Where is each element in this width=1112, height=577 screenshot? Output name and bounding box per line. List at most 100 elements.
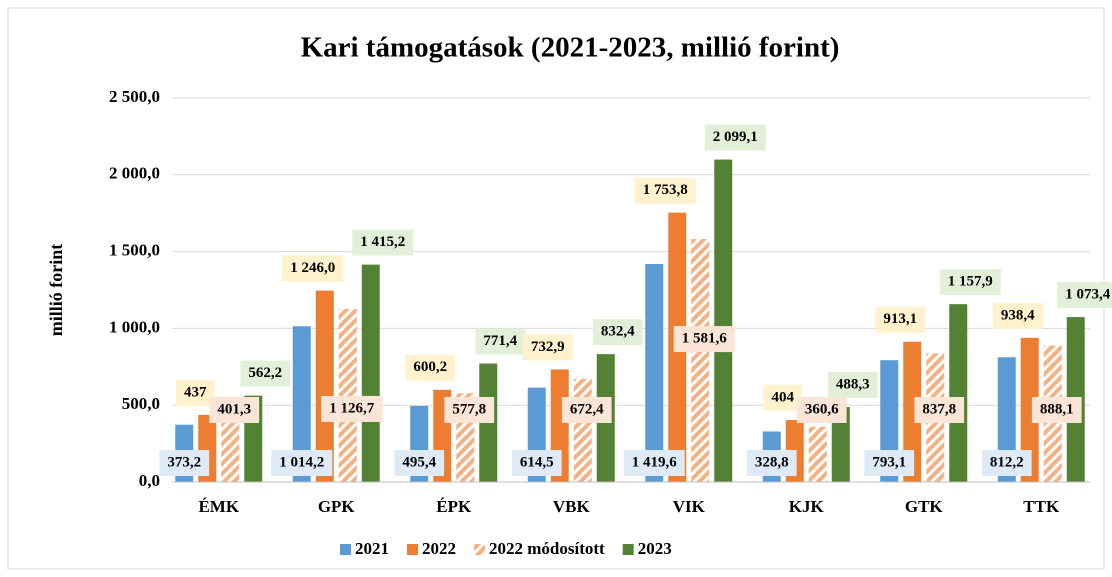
value-label: 832,4 xyxy=(601,324,635,340)
x-tick-label: VIK xyxy=(673,497,706,516)
x-tick-label: TTK xyxy=(1023,497,1060,516)
value-label-box xyxy=(623,450,685,476)
bar xyxy=(645,263,664,482)
value-label: 1 415,2 xyxy=(360,234,405,250)
value-label: 1 014,2 xyxy=(279,454,324,470)
bar xyxy=(808,426,827,482)
value-label-box xyxy=(561,397,612,423)
x-tick-label: ÉMK xyxy=(198,497,239,516)
value-label-box xyxy=(939,269,1001,296)
bar xyxy=(361,264,380,482)
value-label-box xyxy=(511,450,562,476)
value-label: 1 419,6 xyxy=(632,454,678,470)
value-label: 495,4 xyxy=(402,454,436,470)
bar xyxy=(338,308,357,482)
value-label-box xyxy=(405,354,456,381)
bar xyxy=(573,378,592,482)
value-label: 913,1 xyxy=(883,311,917,327)
value-label: 793,1 xyxy=(872,454,906,470)
value-label: 600,2 xyxy=(413,359,447,375)
y-tick-label: 1 500,0 xyxy=(109,241,160,260)
value-label-box xyxy=(634,177,696,204)
value-label: 1 581,6 xyxy=(682,331,728,347)
value-label: 1 073,4 xyxy=(1065,287,1111,303)
bar xyxy=(1020,337,1039,482)
bar xyxy=(221,420,240,482)
value-label: 837,8 xyxy=(922,401,956,417)
value-label-box xyxy=(159,450,210,476)
value-label: 404 xyxy=(772,389,795,405)
value-label: 771,4 xyxy=(483,333,517,349)
bar xyxy=(949,304,968,482)
bar xyxy=(831,406,850,482)
value-label-box xyxy=(282,255,344,282)
value-label-box xyxy=(763,384,802,411)
value-label-box xyxy=(1057,282,1112,309)
value-label: 672,4 xyxy=(570,401,604,417)
bar xyxy=(292,326,311,482)
y-axis-label: millió forint xyxy=(46,244,66,337)
value-label-box xyxy=(992,302,1043,329)
legend-label: 2022 módosított xyxy=(489,539,605,558)
bar xyxy=(691,239,710,482)
value-label-box xyxy=(746,450,797,476)
value-label-box xyxy=(394,450,445,476)
value-label-box xyxy=(981,450,1032,476)
x-tick-label: ÉPK xyxy=(436,497,472,516)
chart-border xyxy=(7,7,1105,570)
value-label: 1 157,9 xyxy=(948,274,993,290)
value-label: 614,5 xyxy=(520,454,554,470)
value-label-box xyxy=(522,334,573,361)
y-tick-label: 0,0 xyxy=(139,471,160,490)
value-label: 2 099,1 xyxy=(713,129,758,145)
bar xyxy=(714,159,733,482)
value-label-box xyxy=(704,124,766,151)
value-label: 437 xyxy=(184,384,207,400)
value-label: 562,2 xyxy=(248,365,282,381)
value-label: 328,8 xyxy=(755,454,789,470)
legend-swatch xyxy=(622,544,634,555)
y-tick-label: 500,0 xyxy=(122,394,160,413)
y-tick-label: 2 500,0 xyxy=(109,87,160,106)
value-label-box xyxy=(827,371,878,398)
value-label-box xyxy=(796,397,847,423)
x-tick-label: GTK xyxy=(905,497,944,516)
value-label-box xyxy=(914,397,965,423)
legend-swatch xyxy=(407,544,418,555)
value-label: 732,9 xyxy=(531,339,565,355)
value-label: 577,8 xyxy=(452,401,486,417)
legend-swatch xyxy=(474,544,485,555)
value-label-box xyxy=(475,328,526,355)
legend-swatch xyxy=(340,544,351,555)
value-label: 1 246,0 xyxy=(290,260,335,276)
x-tick-label: GPK xyxy=(318,497,356,516)
value-label: 1 126,7 xyxy=(329,400,375,416)
legend-label: 2021 xyxy=(355,539,389,558)
value-label: 812,2 xyxy=(990,454,1024,470)
value-label-box xyxy=(240,360,291,387)
value-label-box xyxy=(209,397,260,423)
value-label: 938,4 xyxy=(1001,307,1035,323)
value-label: 373,2 xyxy=(167,454,201,470)
value-label-box xyxy=(321,395,383,422)
legend-label: 2023 xyxy=(638,539,672,558)
bar xyxy=(903,341,922,482)
value-label-box xyxy=(875,306,926,333)
bar xyxy=(315,290,334,482)
value-label-box xyxy=(176,379,215,406)
y-tick-label: 2 000,0 xyxy=(109,164,160,183)
chart-title: Kari támogatások (2021-2023, millió fori… xyxy=(301,32,840,64)
value-label-box xyxy=(271,450,333,476)
value-label-box xyxy=(673,326,735,353)
value-label-box xyxy=(444,397,495,423)
legend-label: 2022 xyxy=(422,539,456,558)
x-tick-label: VBK xyxy=(553,497,591,516)
value-label: 1 753,8 xyxy=(643,182,688,198)
value-label: 401,3 xyxy=(217,401,251,417)
y-tick-label: 1 000,0 xyxy=(109,317,160,336)
value-label-box xyxy=(352,229,414,256)
value-label-box xyxy=(592,319,643,346)
x-tick-label: KJK xyxy=(789,497,825,516)
value-label-box xyxy=(1031,397,1082,423)
